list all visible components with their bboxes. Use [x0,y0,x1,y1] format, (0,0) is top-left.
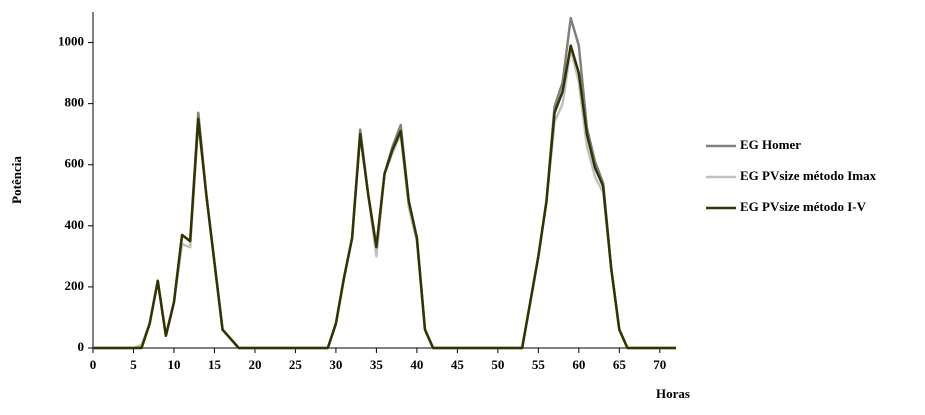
x-tick-label: 5 [130,357,137,372]
x-tick-label: 40 [410,357,423,372]
x-axis-label: Horas [656,386,690,401]
x-tick-label: 20 [248,357,261,372]
x-tick-label: 15 [208,357,222,372]
y-tick-label: 400 [65,217,85,232]
x-tick-label: 35 [370,357,384,372]
x-tick-label: 55 [532,357,546,372]
legend-label: EG Homer [740,137,801,152]
x-tick-label: 45 [451,357,465,372]
legend-label: EG PVsize método Imax [740,168,877,183]
y-tick-label: 200 [65,278,85,293]
x-tick-label: 60 [572,357,585,372]
x-tick-label: 50 [491,357,504,372]
legend-label: EG PVsize método I-V [740,199,867,214]
x-tick-label: 70 [653,357,666,372]
y-axis-label: Potência [9,156,24,204]
x-tick-label: 30 [329,357,342,372]
x-tick-label: 65 [613,357,627,372]
y-tick-label: 0 [78,339,85,354]
y-tick-label: 600 [65,156,85,171]
y-tick-label: 1000 [58,34,84,49]
x-tick-label: 0 [90,357,97,372]
x-tick-label: 10 [167,357,180,372]
x-tick-label: 25 [289,357,303,372]
y-tick-label: 800 [65,95,85,110]
series-line [93,47,676,350]
series-line [93,44,676,350]
